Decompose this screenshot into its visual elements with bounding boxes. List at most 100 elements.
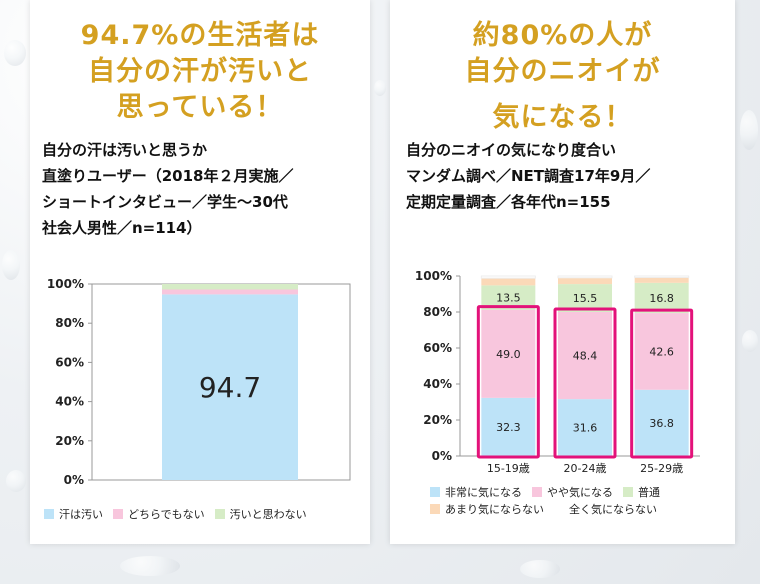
bar-segment — [558, 312, 612, 400]
bar-segment — [634, 389, 689, 456]
right-bar-chart: 0% 20% 40% 60% 80% 100% 32.3 49.0 13.5 15-19歳 31.6… — [415, 269, 700, 475]
subtitle-line: 定期定量調査／各年代n=155 — [406, 193, 611, 211]
legend-item: 全く気にならない — [554, 501, 657, 518]
legend-item: あまり気にならない — [430, 501, 544, 518]
bar-value-label: 31.6 — [573, 422, 598, 435]
water-droplet — [4, 40, 26, 66]
y-tick-label: 40% — [55, 395, 84, 409]
headline-line: 94.7%の生活者は — [80, 20, 320, 51]
y-tick-label: 0% — [64, 473, 84, 487]
legend-swatch — [430, 504, 440, 514]
bar-segment — [481, 278, 536, 286]
headline-line: 気になる！ — [492, 102, 633, 133]
water-droplet — [6, 470, 26, 492]
right-panel: 約80%の人が 自分のニオイが 気になる！ 自分のニオイの気になり度合い マンダ… — [390, 0, 735, 544]
bar-segment — [162, 294, 298, 480]
legend-swatch — [430, 487, 440, 497]
water-droplet — [740, 110, 758, 150]
subtitle-line: 直塗りユーザー（2018年２月実施／ — [42, 167, 294, 185]
bar-segment — [480, 275, 536, 279]
y-tick-label: 20% — [55, 434, 84, 448]
left-subtitle: 自分の汗は汚いと思うか 直塗りユーザー（2018年２月実施／ ショートインタビュ… — [42, 137, 293, 241]
legend-item: やや気になる — [532, 484, 613, 501]
bar-segment — [558, 399, 612, 456]
headline-line: 自分のニオイが — [464, 56, 661, 87]
bar-segment — [162, 289, 298, 295]
legend-swatch — [532, 487, 542, 497]
left-legend: 汗は汚い どちらでもない 汚いと思わない — [44, 506, 364, 523]
legend-swatch — [214, 509, 225, 519]
y-tick-label: 20% — [423, 413, 452, 427]
x-tick-label: 15-19歳 — [487, 462, 530, 475]
legend-item: どちらでもない — [113, 506, 205, 523]
left-bar-chart: 0% 20% 40% 60% 80% 100% 94.7 — [47, 277, 351, 487]
left-headline: 94.7%の生活者は 自分の汗が汚いと 思っている！ — [30, 18, 370, 126]
bar-segment — [634, 277, 689, 283]
legend-swatch — [554, 504, 564, 514]
water-droplet — [520, 560, 560, 578]
bar-segment — [481, 309, 536, 398]
headline-line: 約80%の人が — [472, 20, 653, 51]
x-tick-label: 25-29歳 — [640, 462, 683, 475]
legend-label: 非常に気になる — [445, 486, 522, 499]
y-tick-label: 40% — [423, 377, 452, 391]
bar-segment — [481, 397, 536, 456]
y-tick-label: 60% — [423, 341, 452, 355]
water-droplet — [742, 330, 758, 352]
legend-label: あまり気にならない — [445, 503, 544, 516]
bar-segment — [162, 284, 298, 290]
y-tick-label: 60% — [55, 355, 84, 369]
subtitle-line: 自分の汗は汚いと思うか — [42, 141, 208, 159]
x-tick-label: 20-24歳 — [564, 462, 607, 475]
left-panel: 94.7%の生活者は 自分の汗が汚いと 思っている！ 自分の汗は汚いと思うか 直… — [30, 0, 370, 544]
water-droplet — [2, 250, 20, 280]
legend-label: どちらでもない — [128, 508, 205, 521]
legend-label: 普通 — [638, 486, 660, 499]
headline-line: 思っている！ — [116, 92, 284, 123]
water-droplet — [120, 556, 180, 576]
highlight-box — [630, 308, 694, 459]
y-tick-label: 100% — [47, 277, 84, 291]
legend-row: 非常に気になる やや気になる 普通 — [430, 484, 730, 501]
bar-segment — [557, 275, 613, 279]
legend-label: 全く気にならない — [569, 503, 657, 516]
bar-value-label: 42.6 — [649, 345, 674, 358]
bar-value-label: 48.4 — [573, 350, 598, 363]
bar-segment — [634, 313, 689, 390]
highlight-box — [553, 307, 617, 459]
legend-row: あまり気にならない 全く気にならない — [430, 501, 730, 518]
legend-item: 汚いと思わない — [214, 506, 307, 523]
right-subtitle: 自分のニオイの気になり度合い マンダム調べ／NET調査17年9月／ 定期定量調査… — [406, 137, 650, 215]
subtitle-line: 自分のニオイの気になり度合い — [406, 141, 617, 159]
subtitle-line: 社会人男性／n=114） — [42, 219, 202, 237]
legend-item: 非常に気になる — [430, 484, 522, 501]
bar-value-label: 13.5 — [496, 292, 521, 305]
bar-value-label: 32.3 — [496, 421, 521, 434]
highlight-box — [476, 305, 540, 459]
y-tick-label: 80% — [55, 316, 84, 330]
bar-value-label: 16.8 — [649, 292, 674, 305]
right-headline: 約80%の人が 自分のニオイが 気になる！ — [390, 18, 735, 136]
bar-value-label: 36.8 — [649, 417, 674, 430]
bar-segment — [634, 275, 690, 278]
legend-label: 汚いと思わない — [229, 508, 307, 521]
bar-value-label: 94.7 — [199, 371, 261, 404]
right-legend: 非常に気になる やや気になる 普通あまり気にならない 全く気にならない — [430, 484, 730, 518]
water-droplet — [374, 80, 386, 96]
bar-segment — [558, 277, 612, 285]
legend-label: 汗は汚い — [59, 508, 103, 521]
subtitle-line: マンダム調べ／NET調査17年9月／ — [406, 167, 651, 185]
legend-item: 汗は汚い — [44, 506, 103, 523]
y-tick-label: 80% — [423, 305, 452, 319]
bar-value-label: 49.0 — [496, 348, 521, 361]
legend-swatch — [44, 509, 54, 519]
legend-item: 普通 — [623, 484, 660, 501]
bar-value-label: 15.5 — [573, 292, 598, 305]
subtitle-line: ショートインタビュー／学生〜30代 — [42, 193, 288, 211]
legend-swatch — [113, 509, 123, 519]
headline-line: 自分の汗が汚いと — [88, 56, 312, 87]
bar-segment — [634, 282, 689, 314]
legend-swatch — [623, 487, 633, 497]
legend-row: 汗は汚い どちらでもない 汚いと思わない — [44, 506, 364, 523]
legend-label: やや気になる — [547, 486, 613, 499]
